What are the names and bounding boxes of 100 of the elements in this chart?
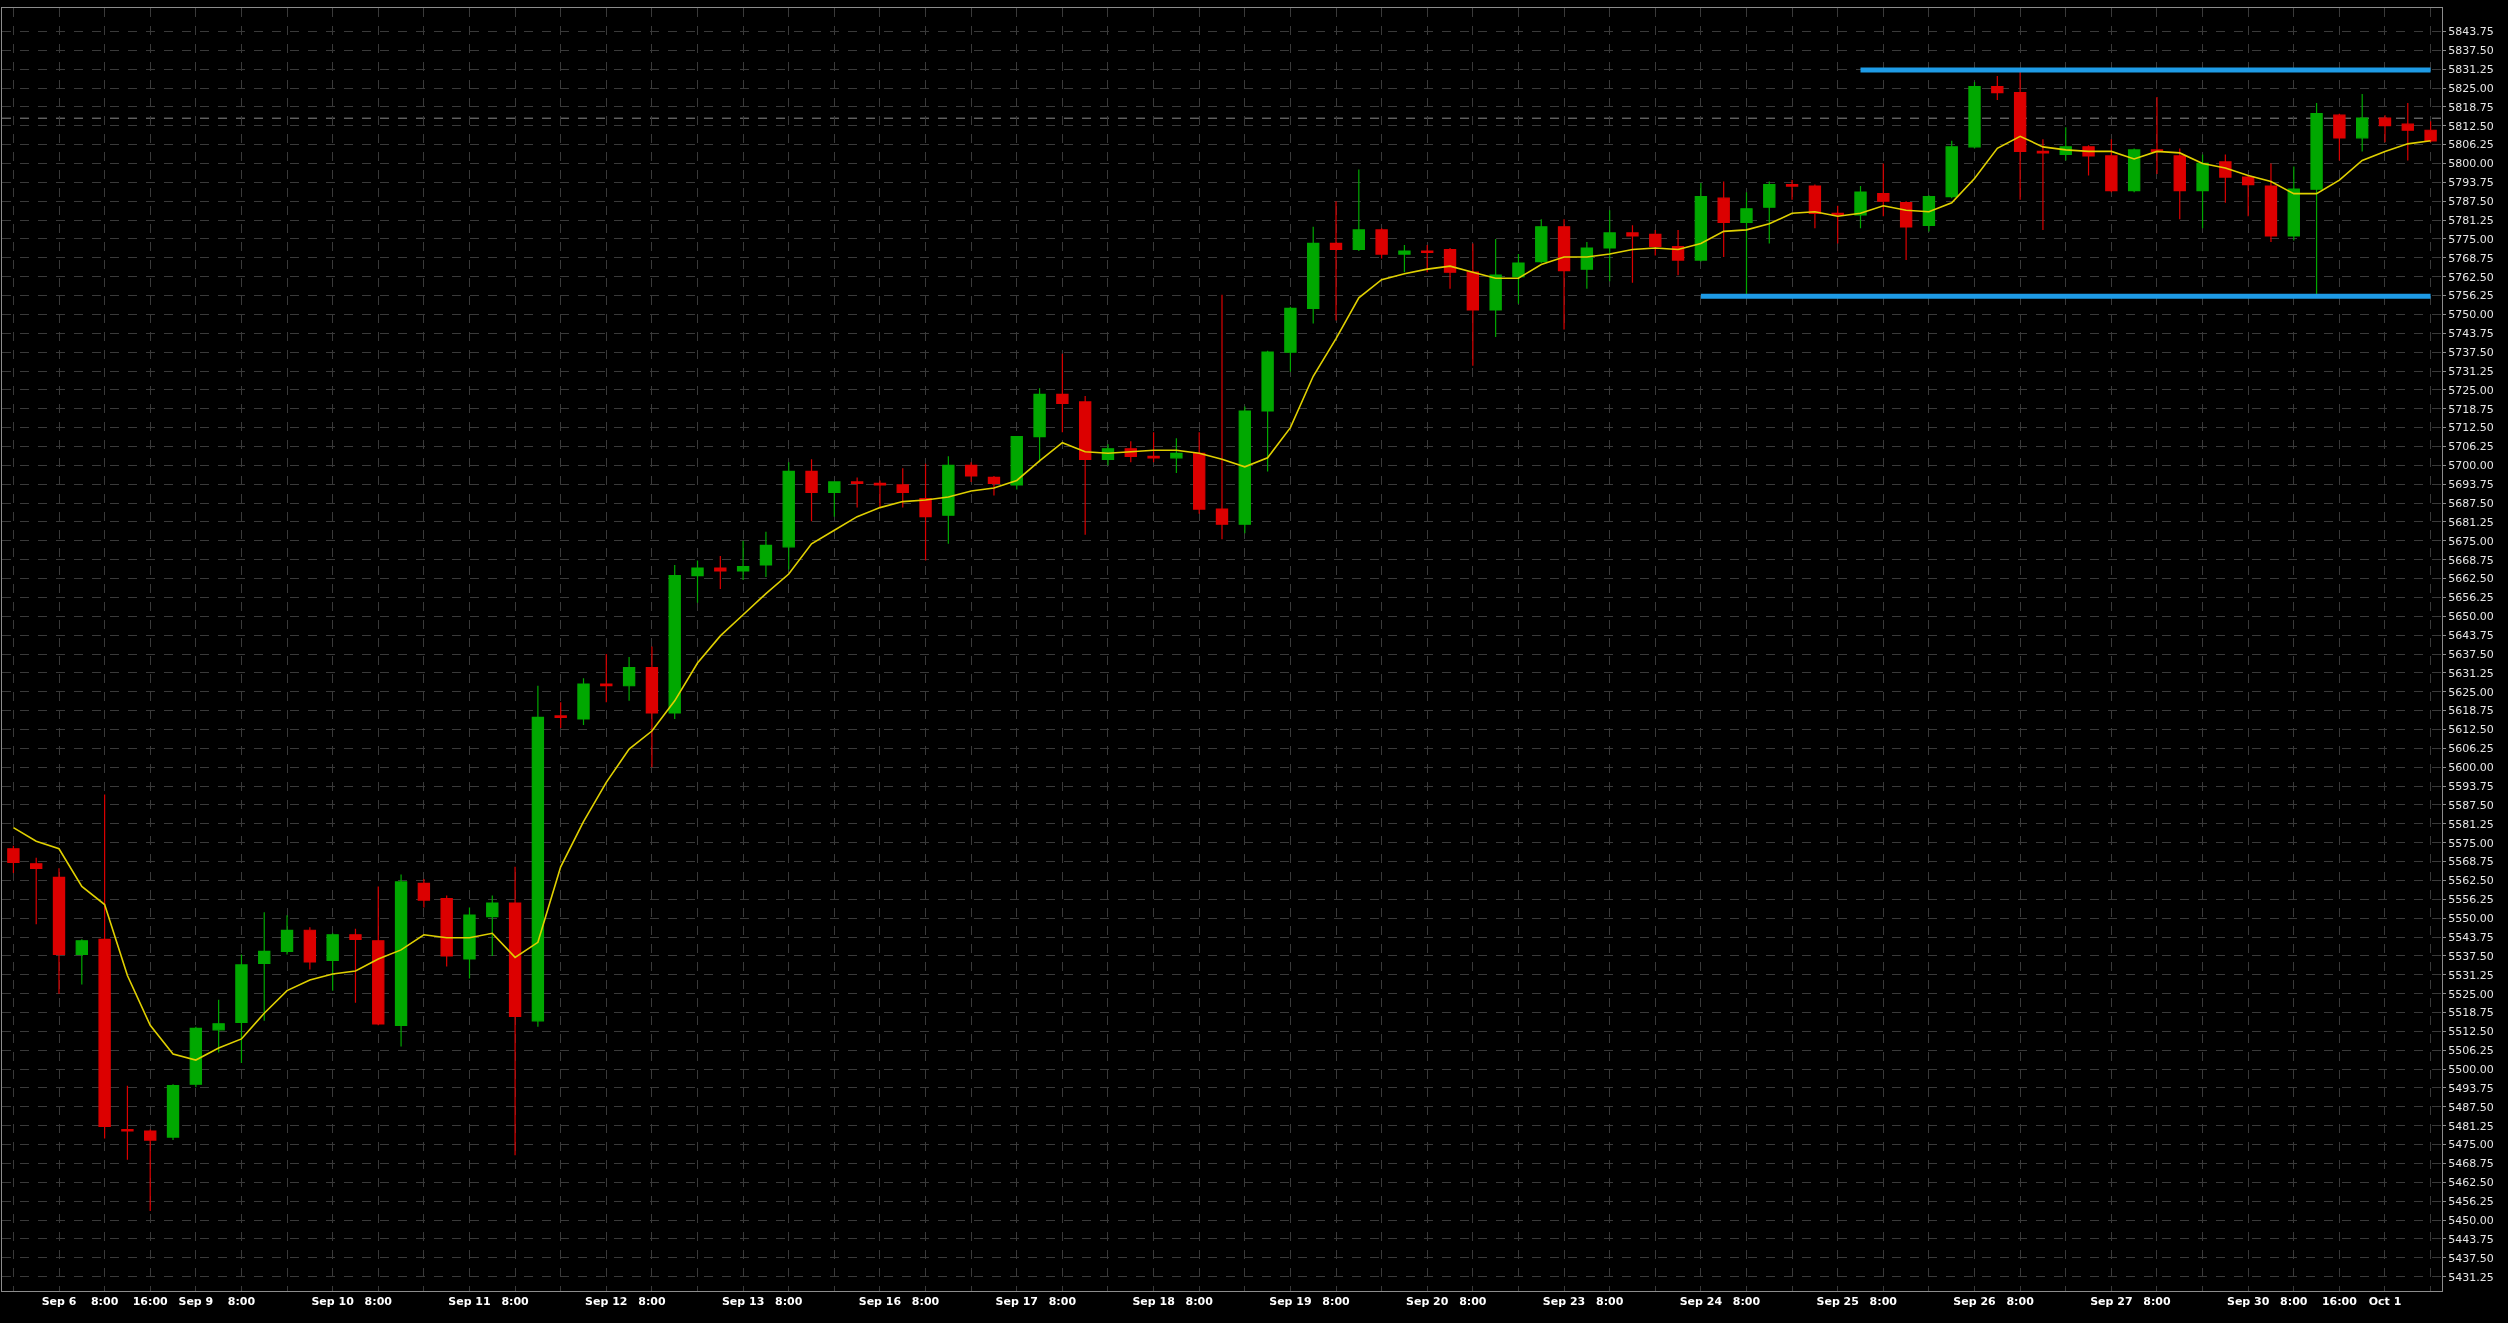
- y-tick-label: 5625.00: [2448, 685, 2494, 699]
- candlestick: [1649, 229, 1662, 257]
- candlestick: [987, 475, 1001, 497]
- x-tick-label: Sep 16: [858, 1295, 902, 1309]
- y-tick-label: 5500.00: [2448, 1062, 2494, 1076]
- candlestick: [1170, 437, 1183, 474]
- candlestick: [2105, 138, 2118, 193]
- candlestick: [577, 677, 590, 726]
- candlestick: [1808, 184, 1822, 229]
- candlestick: [2310, 102, 2323, 297]
- line-series: [12, 135, 2432, 1061]
- x-tick-label: 8:00: [1322, 1295, 1351, 1309]
- y-tick-label: 5575.00: [2448, 836, 2494, 850]
- y-tick-label: 5831.25: [2448, 62, 2494, 76]
- x-tick-label: Sep 18: [1132, 1295, 1175, 1309]
- candlestick: [600, 653, 613, 703]
- x-tick-label: Sep 10: [311, 1295, 355, 1309]
- y-tick-label: 5437.50: [2448, 1251, 2494, 1265]
- y-tick-label: 5762.50: [2448, 270, 2494, 284]
- candlestick: [1968, 81, 1981, 149]
- y-tick-label: 5531.25: [2448, 968, 2494, 982]
- x-tick-label: 16:00: [2321, 1295, 2358, 1309]
- candlestick: [531, 685, 545, 1028]
- candlestick: [1375, 227, 1388, 260]
- y-tick-label: 5812.50: [2448, 119, 2494, 133]
- candlestick: [417, 878, 431, 909]
- candlestick: [52, 867, 66, 995]
- candlestick: [1877, 162, 1890, 217]
- x-tick-label: 8:00: [1185, 1295, 1214, 1309]
- y-tick-label: 5731.25: [2448, 364, 2494, 378]
- x-tick-label: Sep 23: [1542, 1295, 1586, 1309]
- candlestick: [896, 467, 909, 509]
- candlestick: [873, 479, 887, 509]
- y-tick-label: 5825.00: [2448, 81, 2494, 95]
- y-tick-label: 5581.25: [2448, 817, 2494, 831]
- x-tick-label: Sep 24: [1679, 1295, 1723, 1309]
- y-tick-label: 5637.50: [2448, 647, 2494, 661]
- candlestick: [1557, 218, 1571, 331]
- y-tick-label: 5775.00: [2448, 232, 2494, 246]
- x-tick-label: 8:00: [2143, 1295, 2171, 1309]
- candlestick: [1831, 205, 1844, 245]
- x-tick-label: 8:00: [2280, 1295, 2308, 1309]
- candlestick: [486, 894, 499, 957]
- candlestick: [554, 701, 567, 729]
- candlestick: [1512, 253, 1525, 305]
- x-tick-label: Oct 1: [2368, 1295, 2402, 1309]
- candlestick: [303, 926, 317, 971]
- candlestick: [1991, 75, 2004, 101]
- candlestick: [1854, 185, 1867, 229]
- x-tick-label: 8:00: [364, 1295, 393, 1309]
- y-tick-label: 5681.25: [2448, 515, 2494, 529]
- candlestick: [1261, 350, 1274, 472]
- y-tick-label: 5718.75: [2448, 402, 2494, 416]
- y-tick-label: 5512.50: [2448, 1025, 2494, 1039]
- candlestick: [1671, 229, 1685, 276]
- candlestick: [1535, 218, 1548, 264]
- y-tick-label: 5443.75: [2448, 1232, 2494, 1246]
- x-tick-label: 8:00: [227, 1295, 256, 1309]
- candlestick: [1307, 226, 1320, 325]
- candlestick: [668, 564, 681, 720]
- candlestick: [30, 857, 43, 925]
- candlestick: [1694, 182, 1708, 263]
- x-tick-label: 16:00: [132, 1295, 169, 1309]
- x-tick-label: Sep 13: [721, 1295, 765, 1309]
- y-tick-label: 5650.00: [2448, 610, 2494, 624]
- candlestick: [1899, 200, 1913, 261]
- candlestick: [1580, 241, 1594, 290]
- candlestick: [212, 999, 225, 1054]
- y-tick-label: 5475.00: [2448, 1138, 2494, 1152]
- y-tick-label: 5631.25: [2448, 666, 2494, 680]
- y-tick-label: 5462.50: [2448, 1176, 2494, 1190]
- candlestick: [2401, 102, 2414, 162]
- candlestick: [394, 873, 408, 1048]
- y-tick-label: 5787.50: [2448, 195, 2494, 209]
- y-tick-label: 5456.25: [2448, 1195, 2494, 1209]
- candlestick: [736, 540, 750, 581]
- x-tick-label: Sep 27: [2090, 1295, 2133, 1309]
- y-tick-label: 5706.25: [2448, 440, 2494, 454]
- candlestick: [2013, 70, 2027, 201]
- y-tick-label: 5800.00: [2448, 157, 2494, 171]
- x-tick-label: 8:00: [1732, 1295, 1761, 1309]
- x-tick-label: Sep 26: [1953, 1295, 1997, 1309]
- y-tick-label: 5725.00: [2448, 383, 2494, 397]
- candlestick: [508, 866, 522, 1156]
- candlestick: [2424, 120, 2437, 143]
- y-tick-label: 5556.25: [2448, 893, 2494, 907]
- y-tick-label: 5712.50: [2448, 421, 2494, 435]
- y-tick-label: 5656.25: [2448, 591, 2494, 605]
- candlestick: [166, 1083, 180, 1141]
- y-tick-label: 5643.75: [2448, 629, 2494, 643]
- candlestick: [828, 481, 841, 518]
- candlestick: [144, 1128, 157, 1212]
- candlestick: [1466, 242, 1480, 367]
- candlestick: [1945, 140, 1958, 199]
- y-tick-label: 5481.25: [2448, 1119, 2494, 1133]
- candlestick: [1443, 247, 1457, 290]
- y-tick-label: 5768.75: [2448, 251, 2494, 265]
- candlestick: [691, 559, 704, 604]
- candlestick: [2287, 165, 2300, 242]
- y-tick-label: 5675.00: [2448, 534, 2494, 548]
